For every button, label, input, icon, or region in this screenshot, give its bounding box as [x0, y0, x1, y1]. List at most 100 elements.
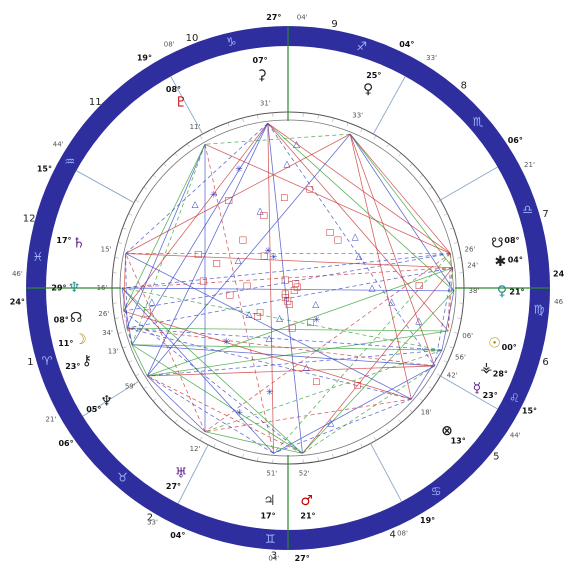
cusp-degree: 06°: [508, 136, 523, 145]
planet-minutes: 18': [421, 408, 432, 416]
aspect-line: [123, 253, 451, 312]
aspect-line: [131, 344, 148, 377]
degree-tick: [128, 213, 133, 216]
degree-tick: [386, 143, 390, 148]
aspect-line: [434, 267, 454, 367]
planet-glyph: ♃: [263, 493, 276, 509]
degree-tick: [457, 317, 462, 319]
planets: ⚳07°31'♀25°33'♇08°11'☋ 08°26'✱ 04°24'♀ 21°3…: [51, 56, 524, 520]
planet-glyph: ♂: [300, 493, 313, 509]
aspect-line: [349, 133, 451, 254]
planet-minutes: 11': [190, 123, 201, 131]
planet-degree: 05°: [86, 405, 101, 414]
house-cusp-line: [177, 444, 209, 504]
aspect-line: [267, 122, 455, 292]
aspect-glyph: ☐: [280, 194, 288, 204]
planet-minutes: 56': [455, 354, 466, 362]
degree-tick: [174, 419, 178, 423]
planet-degree: 27°: [166, 482, 181, 491]
aspect-line: [121, 287, 274, 454]
planet-glyph: ♀: [363, 82, 373, 98]
aspect-glyph: □: [415, 281, 424, 291]
planet-minutes: 42': [447, 371, 458, 379]
aspect-line: [121, 287, 454, 292]
planet-minutes: 31': [260, 99, 271, 107]
aspect-line: [267, 123, 274, 454]
inner-disc: [121, 121, 455, 455]
aspect-glyph: △: [303, 363, 310, 373]
degree-tick: [135, 373, 140, 377]
cusp-minutes: 44': [53, 140, 64, 148]
planet-minutes: 12': [190, 445, 201, 453]
zodiac-sign-glyph: ♓: [32, 250, 43, 264]
degree-tick: [143, 386, 148, 390]
degree-tick: [114, 257, 119, 259]
aspect-glyph: △: [327, 419, 334, 429]
degree-tick: [143, 186, 148, 190]
aspect-line: [131, 344, 435, 367]
house-number: 9: [331, 19, 337, 30]
zodiac-sign-glyph: ♏: [473, 115, 484, 129]
planet-glyph: ☊: [70, 310, 82, 326]
aspect-line: [449, 253, 455, 291]
cusp-minutes: 33': [426, 54, 437, 62]
cusp-degree: 04°: [170, 531, 185, 540]
degree-tick: [419, 174, 423, 178]
aspect-glyph: ☐: [256, 308, 264, 318]
zodiac-glyphs: ♑ ♒ ♓ ♈ ♉ ♊ ♋ ♌ ♍ ♎ ♏ ♐: [32, 35, 544, 546]
house-number: 11: [89, 97, 102, 108]
aspect-line: [447, 267, 454, 331]
aspect-glyph: △: [369, 283, 376, 293]
degree-tick: [332, 117, 334, 122]
planet-degree: 08°: [54, 315, 69, 324]
cusp-degree: 27°: [266, 13, 281, 22]
cusp-degree: 24°: [10, 298, 25, 307]
cusp-degree: 24: [553, 269, 565, 278]
planet-glyph: ⚶: [480, 360, 492, 376]
planet-minutes: 52': [299, 469, 310, 477]
aspect-line: [123, 310, 412, 400]
aspect-line: [441, 290, 455, 351]
house-number: 10: [186, 33, 199, 44]
degree-tick: [213, 128, 216, 133]
aspect-line: [125, 253, 453, 269]
aspect-line: [267, 123, 303, 454]
planet-glyph: ♄: [72, 236, 85, 252]
degree-tick: [257, 457, 259, 462]
degree-tick: [443, 360, 448, 363]
zodiac-sign-glyph: ♒: [64, 155, 75, 169]
degree-tick: [186, 143, 190, 148]
planet-minutes: 13': [108, 348, 119, 356]
degree-tick: [332, 454, 334, 459]
degree-tick: [346, 122, 349, 127]
cusp-degree-labels: 27° 04'04°33'06°21'244615°44'19°08'27°04'…: [10, 13, 565, 563]
aspect-line: [131, 123, 269, 345]
planet-degree: 00°: [502, 343, 517, 352]
aspect-glyph: △: [257, 206, 264, 216]
cusp-minutes: 46': [12, 270, 23, 278]
aspect-line: [125, 253, 206, 432]
degree-tick: [428, 386, 433, 390]
degree-tick: [227, 449, 230, 454]
aspect-glyph: □: [333, 236, 342, 246]
cusp-minutes: 04': [268, 555, 279, 563]
degree-tick: [199, 135, 203, 140]
planet-minutes: 59': [125, 383, 136, 391]
cusp-minutes: 08': [164, 40, 175, 48]
planet-minutes: 26': [98, 310, 109, 318]
aspect-line: [349, 133, 412, 400]
degree-tick: [186, 428, 190, 433]
aspect-line: [349, 133, 455, 292]
planet-degree: 08°: [166, 85, 181, 94]
degree-tick: [117, 242, 122, 244]
aspect-line: [126, 144, 206, 329]
degree-tick: [135, 199, 140, 203]
planet-degree: 07°: [253, 56, 268, 65]
aspect-glyph: △: [293, 140, 300, 150]
aspect-glyph: □: [260, 252, 269, 262]
degree-tick: [122, 227, 127, 230]
aspect-line: [147, 375, 303, 454]
cusp-minutes: 21': [46, 415, 57, 423]
aspect-line: [302, 365, 435, 454]
planet-degree: 28°: [493, 369, 508, 378]
